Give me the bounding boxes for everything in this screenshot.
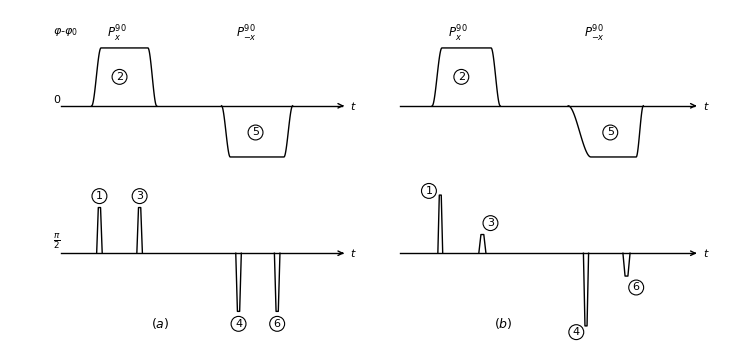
Text: $t$: $t$ [350,100,356,112]
Text: $P_x^{90}$: $P_x^{90}$ [107,23,127,44]
Text: 1: 1 [96,191,103,201]
Text: $P_{-x}^{90}$: $P_{-x}^{90}$ [584,23,604,44]
Text: 5: 5 [252,127,259,137]
Text: $P_{-x}^{90}$: $P_{-x}^{90}$ [236,23,257,44]
Text: $t$: $t$ [703,247,710,259]
Text: $t$: $t$ [350,247,356,259]
Text: 1: 1 [425,186,433,196]
Text: $\frac{\pi}{2}$: $\frac{\pi}{2}$ [53,232,60,251]
Text: $\varphi$-$\varphi_0$: $\varphi$-$\varphi_0$ [53,26,78,38]
Text: 2: 2 [116,72,123,82]
Text: 6: 6 [633,282,640,292]
Text: 3: 3 [487,218,494,228]
Text: 5: 5 [606,127,614,137]
Text: $(a)$: $(a)$ [151,316,169,331]
Text: $P_x^{90}$: $P_x^{90}$ [448,23,468,44]
Text: 4: 4 [235,319,242,329]
Text: 0: 0 [53,95,60,105]
Text: 4: 4 [573,327,580,337]
Text: 2: 2 [458,72,465,82]
Text: 3: 3 [136,191,143,201]
Text: $(b)$: $(b)$ [494,316,513,331]
Text: $t$: $t$ [703,100,710,112]
Text: 6: 6 [274,319,280,329]
